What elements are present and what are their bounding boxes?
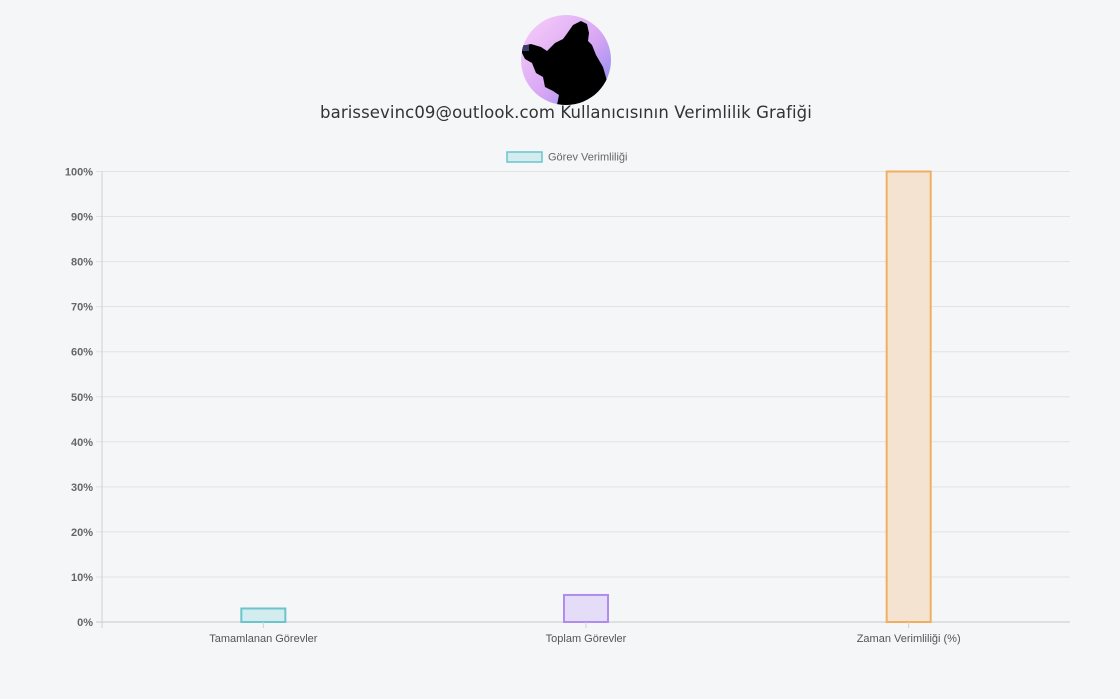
legend-label: Görev Verimliliği (548, 152, 627, 164)
chart-title: barissevinc09@outlook.com Kullanıcısının… (320, 103, 812, 122)
y-tick-label: 60% (71, 347, 93, 359)
y-tick-label: 100% (65, 167, 93, 179)
y-tick-label: 10% (71, 572, 93, 584)
bar (885, 170, 932, 623)
y-tick-label: 0% (77, 617, 93, 629)
bar (240, 607, 287, 623)
y-tick-label: 50% (71, 392, 93, 404)
y-tick-label: 70% (71, 302, 93, 314)
x-tick-label: Tamamlanan Görevler (209, 633, 318, 645)
user-avatar (521, 15, 611, 105)
legend-swatch (506, 151, 543, 163)
x-tick-label: Toplam Görevler (546, 633, 627, 645)
y-tick-label: 80% (71, 257, 93, 269)
bar (563, 593, 609, 623)
y-tick-label: 20% (71, 527, 93, 539)
x-tick-label: Zaman Verimliliği (%) (857, 633, 961, 645)
y-tick-label: 90% (71, 212, 93, 224)
y-tick-label: 30% (71, 482, 93, 494)
y-tick-label: 40% (71, 437, 93, 449)
photographer-silhouette-icon (521, 15, 611, 105)
